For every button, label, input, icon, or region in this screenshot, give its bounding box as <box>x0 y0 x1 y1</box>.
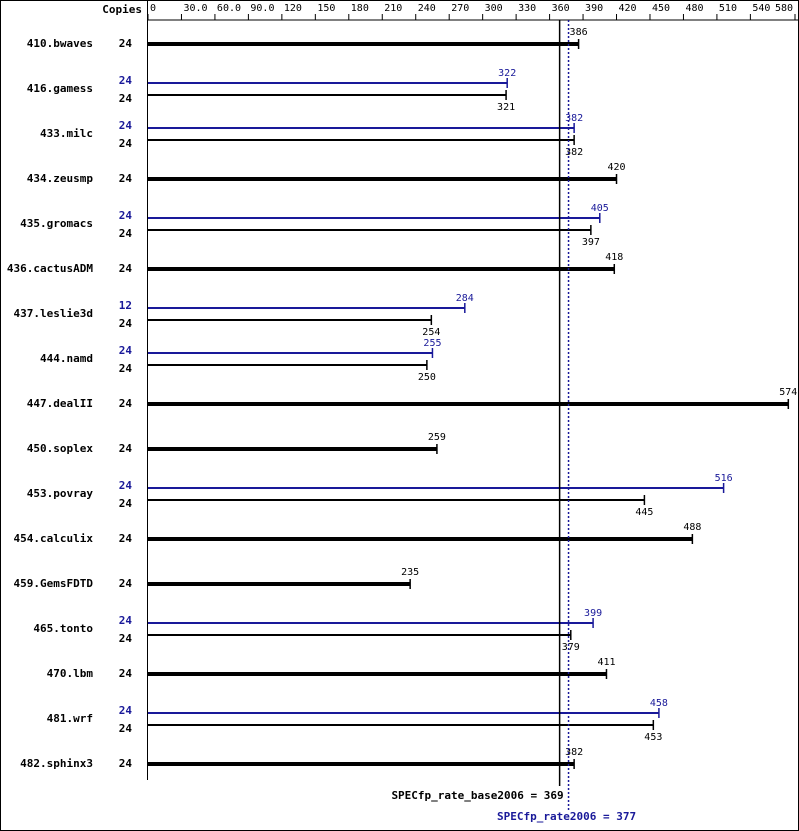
base-copies: 24 <box>119 497 133 510</box>
peak-copies: 12 <box>119 299 132 312</box>
x-tick-label: 300 <box>485 3 503 14</box>
benchmark-label: 410.bwaves <box>27 37 93 50</box>
benchmark-label: 416.gamess <box>27 82 93 95</box>
x-tick-label: 270 <box>451 3 469 14</box>
x-tick-label: 90.0 <box>250 3 274 14</box>
value-label: 574 <box>779 387 797 398</box>
copies-header: Copies <box>102 3 142 16</box>
benchmark-label: 454.calculix <box>14 532 94 545</box>
benchmark-label: 435.gromacs <box>20 217 93 230</box>
copies: 24 <box>119 577 133 590</box>
benchmark-label: 436.cactusADM <box>7 262 93 275</box>
x-tick-label: 540 <box>752 3 770 14</box>
peak-copies: 24 <box>119 614 133 627</box>
value-label: 235 <box>401 567 419 578</box>
peak-copies: 24 <box>119 119 133 132</box>
base-copies: 24 <box>119 92 133 105</box>
x-tick-label: 0 <box>150 3 156 14</box>
benchmark-label: 434.zeusmp <box>27 172 94 185</box>
benchmark-label: 447.dealII <box>27 397 93 410</box>
benchmark-label: 482.sphinx3 <box>20 757 93 770</box>
value-label: 488 <box>683 522 701 533</box>
benchmark-label: 459.GemsFDTD <box>14 577 94 590</box>
base-copies: 24 <box>119 227 133 240</box>
base-value-label: 250 <box>418 372 436 383</box>
peak-value-label: 255 <box>423 338 441 349</box>
x-tick-label: 210 <box>384 3 402 14</box>
x-tick-label: 510 <box>719 3 737 14</box>
value-label: 420 <box>607 162 625 173</box>
x-tick-label: 390 <box>585 3 603 14</box>
base-metric-label: SPECfp_rate_base2006 = 369 <box>391 789 563 802</box>
base-value-label: 254 <box>422 327 440 338</box>
copies: 24 <box>119 262 133 275</box>
base-value-label: 397 <box>582 237 600 248</box>
benchmark-label: 453.povray <box>27 487 94 500</box>
base-copies: 24 <box>119 137 133 150</box>
benchmark-label: 470.lbm <box>47 667 94 680</box>
value-label: 411 <box>597 657 615 668</box>
copies: 24 <box>119 172 133 185</box>
benchmark-label: 444.namd <box>40 352 93 365</box>
base-copies: 24 <box>119 362 133 375</box>
benchmark-label: 433.milc <box>40 127 93 140</box>
value-label: 259 <box>428 432 446 443</box>
benchmark-label: 481.wrf <box>47 712 93 725</box>
peak-copies: 24 <box>119 704 133 717</box>
value-label: 386 <box>570 27 588 38</box>
peak-value-label: 382 <box>565 113 583 124</box>
x-tick-label: 450 <box>652 3 670 14</box>
benchmark-label: 450.soplex <box>27 442 94 455</box>
x-tick-label: 150 <box>317 3 335 14</box>
benchmark-label: 465.tonto <box>33 622 93 635</box>
x-tick-label: 120 <box>284 3 302 14</box>
x-tick-label: 330 <box>518 3 536 14</box>
base-copies: 24 <box>119 632 133 645</box>
peak-copies: 24 <box>119 209 133 222</box>
base-value-label: 382 <box>565 147 583 158</box>
copies: 24 <box>119 37 133 50</box>
base-value-label: 321 <box>497 102 515 113</box>
x-tick-label: 480 <box>685 3 703 14</box>
peak-value-label: 284 <box>456 293 474 304</box>
base-value-label: 453 <box>644 732 662 743</box>
base-value-label: 445 <box>635 507 653 518</box>
base-copies: 24 <box>119 317 133 330</box>
copies: 24 <box>119 757 133 770</box>
x-tick-label: 420 <box>619 3 637 14</box>
copies: 24 <box>119 397 133 410</box>
x-tick-label: 240 <box>418 3 436 14</box>
x-tick-label: 30.0 <box>183 3 207 14</box>
peak-copies: 24 <box>119 74 133 87</box>
peak-value-label: 458 <box>650 698 668 709</box>
peak-copies: 24 <box>119 344 133 357</box>
peak-value-label: 405 <box>591 203 609 214</box>
base-value-label: 379 <box>562 642 580 653</box>
x-tick-label: 580 <box>775 3 793 14</box>
peak-value-label: 399 <box>584 608 602 619</box>
x-tick-label: 360 <box>552 3 570 14</box>
peak-value-label: 516 <box>715 473 733 484</box>
peak-value-label: 322 <box>498 68 516 79</box>
x-tick-label: 60.0 <box>217 3 241 14</box>
peak-copies: 24 <box>119 479 133 492</box>
copies: 24 <box>119 442 133 455</box>
base-copies: 24 <box>119 722 133 735</box>
copies: 24 <box>119 532 133 545</box>
x-tick-label: 180 <box>351 3 369 14</box>
value-label: 382 <box>565 747 583 758</box>
value-label: 418 <box>605 252 623 263</box>
copies: 24 <box>119 667 133 680</box>
benchmark-label: 437.leslie3d <box>14 307 93 320</box>
peak-metric-label: SPECfp_rate2006 = 377 <box>497 810 636 823</box>
